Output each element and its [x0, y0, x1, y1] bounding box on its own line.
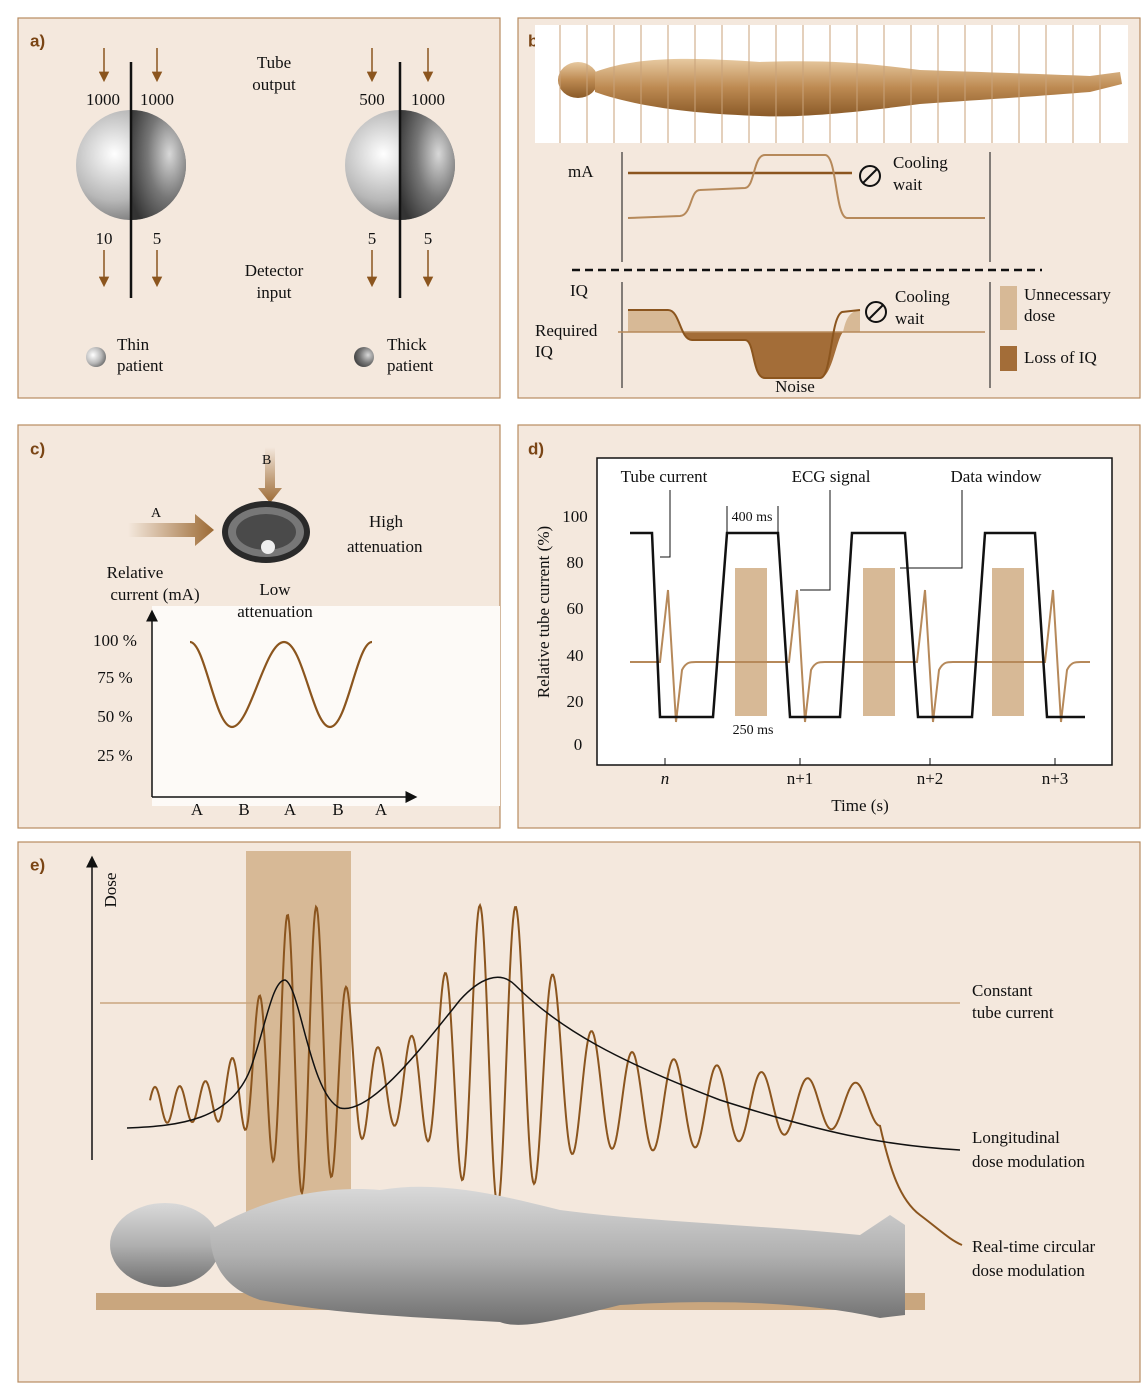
value-label: 500 — [359, 90, 385, 109]
caption: ECG signal — [792, 467, 871, 486]
caption: output — [252, 75, 296, 94]
x-tick-label: B — [238, 800, 249, 819]
x-tick-label: A — [284, 800, 297, 819]
plot-area — [597, 458, 1112, 765]
value-label: 10 — [96, 229, 113, 248]
caption: patient — [387, 356, 434, 375]
caption: Tube current — [621, 467, 708, 486]
y-tick-label: 75 % — [97, 668, 132, 687]
caption: current (mA) — [110, 585, 199, 604]
x-tick-label: A — [191, 800, 204, 819]
thick-icon — [354, 347, 374, 367]
caption: Cooling — [895, 287, 950, 306]
value-label: 1000 — [411, 90, 445, 109]
y-tick-label: 20 — [567, 692, 584, 711]
shape — [863, 568, 895, 716]
x-tick-label: n — [661, 769, 670, 788]
caption: attenuation — [347, 537, 423, 556]
axis-label: IQ — [570, 281, 588, 300]
x-tick-label: B — [332, 800, 343, 819]
y-tick-label: 100 — [562, 507, 588, 526]
x-tick-label: n+1 — [787, 769, 814, 788]
caption: patient — [117, 356, 164, 375]
y-tick-label: 25 % — [97, 746, 132, 765]
caption: attenuation — [237, 602, 313, 621]
ct-spine — [261, 540, 275, 554]
y-tick-label: 50 % — [97, 707, 132, 726]
caption: Detector — [245, 261, 304, 280]
caption: B — [262, 453, 271, 468]
caption: input — [257, 283, 292, 302]
value-label: 5 — [368, 229, 377, 248]
caption: Thin — [117, 335, 150, 354]
caption: A — [151, 506, 162, 521]
caption: dose modulation — [972, 1261, 1085, 1280]
caption: Noise — [775, 377, 815, 396]
value-label: 1000 — [140, 90, 174, 109]
caption: High — [369, 512, 404, 531]
x-tick-label: n+3 — [1042, 769, 1069, 788]
shape — [558, 62, 598, 98]
caption: Real-time circular — [972, 1237, 1096, 1256]
value-label: 1000 — [86, 90, 120, 109]
x-tick-label: A — [375, 800, 388, 819]
x-axis-label: Time (s) — [831, 796, 888, 815]
legend-label: Unnecessary — [1024, 285, 1111, 304]
y-tick-label: 0 — [574, 735, 583, 754]
legend-swatch — [1000, 346, 1017, 371]
panel-label: c) — [30, 439, 45, 458]
panel-label: e) — [30, 855, 45, 874]
shape — [992, 568, 1024, 716]
y-axis-label: Dose — [101, 873, 120, 908]
caption: 400 ms — [732, 510, 773, 525]
y-axis-label: Relative tube current (%) — [534, 526, 553, 698]
caption: wait — [895, 309, 925, 328]
legend-label: Loss of IQ — [1024, 348, 1097, 367]
value-label: 5 — [424, 229, 433, 248]
caption: Cooling — [893, 153, 948, 172]
caption: Longitudinal — [972, 1128, 1060, 1147]
caption: Constant — [972, 981, 1033, 1000]
y-tick-label: 80 — [567, 553, 584, 572]
caption: Relative — [107, 563, 164, 582]
caption: wait — [893, 175, 923, 194]
y-tick-label: 60 — [567, 599, 584, 618]
caption: Data window — [950, 467, 1042, 486]
y-tick-label: 40 — [567, 646, 584, 665]
caption: Tube — [257, 53, 291, 72]
panel-label: a) — [30, 31, 45, 50]
axis-label: mA — [568, 162, 594, 181]
thin-icon — [86, 347, 106, 367]
value-label: 5 — [153, 229, 162, 248]
shape — [735, 568, 767, 716]
caption: dose modulation — [972, 1152, 1085, 1171]
legend-swatch — [1000, 286, 1017, 330]
panel-label: d) — [528, 439, 544, 458]
slice-lines — [560, 25, 1100, 143]
shape — [110, 1203, 220, 1287]
y-tick-label: 100 % — [93, 631, 137, 650]
caption: Thick — [387, 335, 427, 354]
caption: 250 ms — [733, 723, 774, 738]
caption: IQ — [535, 342, 553, 361]
caption: Required — [535, 321, 598, 340]
figure: a) 1000 1000 10 5 500 1000 5 5 Tube outp… — [0, 0, 1144, 1385]
caption: tube current — [972, 1003, 1054, 1022]
caption: Low — [259, 580, 291, 599]
plot-area — [152, 606, 500, 806]
x-tick-label: n+2 — [917, 769, 944, 788]
legend-label: dose — [1024, 306, 1055, 325]
